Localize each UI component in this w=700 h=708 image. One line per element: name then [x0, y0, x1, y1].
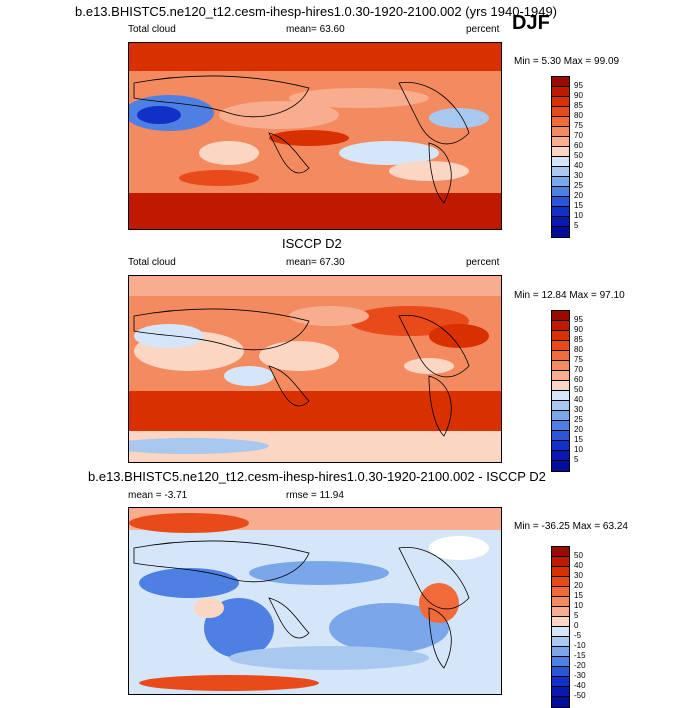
- panel3-mean: mean = -3.71: [128, 490, 188, 501]
- panel1-tick: 75: [574, 121, 583, 130]
- panel2-variable: Total cloud: [128, 257, 176, 268]
- panel3-tick: 0: [574, 621, 579, 630]
- panel3-tick: -15: [574, 651, 586, 660]
- panel3-minmax: Min = -36.25 Max = 63.24: [514, 521, 628, 532]
- panel2-minmax: Min = 12.84 Max = 97.10: [514, 290, 625, 301]
- panel3-tick: -5: [574, 631, 582, 640]
- panel1-tick: 85: [574, 101, 583, 110]
- panel2-tick: 70: [574, 365, 583, 374]
- panel1-tick: 25: [574, 181, 583, 190]
- panel3-tick: -30: [574, 671, 586, 680]
- panel1-tick: 90: [574, 91, 583, 100]
- panel1-tick: 70: [574, 131, 583, 140]
- panel2-map: [128, 275, 502, 463]
- panel1-colorbar: [551, 76, 570, 238]
- panel3-tick: 15: [574, 591, 583, 600]
- panel3-tick: -10: [574, 641, 586, 650]
- panel2-tick: 20: [574, 425, 583, 434]
- panel3-tick: -50: [574, 691, 586, 700]
- panel3-tick: 10: [574, 601, 583, 610]
- panel2-tick: 90: [574, 325, 583, 334]
- panel3-tick: 30: [574, 571, 583, 580]
- panel2-tick: 10: [574, 445, 583, 454]
- panel1-tick: 95: [574, 81, 583, 90]
- season-label: DJF: [512, 12, 550, 34]
- panel3-tick: -40: [574, 681, 586, 690]
- panel1-tick: 60: [574, 141, 583, 150]
- panel2-colorbar: [551, 310, 570, 472]
- panel1-variable: Total cloud: [128, 24, 176, 35]
- panel3-tick: 5: [574, 611, 579, 620]
- panel1-tick: 80: [574, 111, 583, 120]
- panel3-rmse: rmse = 11.94: [286, 490, 344, 501]
- panel2-tick: 80: [574, 345, 583, 354]
- panel2-tick: 50: [574, 385, 583, 394]
- panel3-map: [128, 507, 502, 695]
- panel2-tick: 30: [574, 405, 583, 414]
- panel2-units: percent: [466, 257, 500, 268]
- panel2-title: ISCCP D2: [282, 236, 342, 251]
- panel3-tick: -20: [574, 661, 586, 670]
- panel1-tick: 50: [574, 151, 583, 160]
- panel2-tick: 75: [574, 355, 583, 364]
- panel1-tick: 5: [574, 221, 579, 230]
- panel2-tick: 40: [574, 395, 583, 404]
- panel3-tick: 20: [574, 581, 583, 590]
- panel1-tick: 20: [574, 191, 583, 200]
- panel1-tick: 15: [574, 201, 583, 210]
- panel2-tick: 5: [574, 455, 579, 464]
- panel1-units: percent: [466, 24, 500, 35]
- panel2-mean: mean= 67.30: [286, 257, 345, 268]
- panel2-tick: 85: [574, 335, 583, 344]
- panel2-tick: 60: [574, 375, 583, 384]
- panel1-tick: 40: [574, 161, 583, 170]
- panel3-title: b.e13.BHISTC5.ne120_t12.cesm-ihesp-hires…: [88, 469, 546, 484]
- panel3-tick: 40: [574, 561, 583, 570]
- panel2-tick: 25: [574, 415, 583, 424]
- panel1-mean: mean= 63.60: [286, 24, 345, 35]
- panel3-tick: 50: [574, 551, 583, 560]
- panel1-tick: 30: [574, 171, 583, 180]
- panel3-colorbar: [551, 546, 570, 708]
- panel1-tick: 10: [574, 211, 583, 220]
- panel2-tick: 15: [574, 435, 583, 444]
- panel2-tick: 95: [574, 315, 583, 324]
- panel1-map: [128, 42, 502, 230]
- panel1-minmax: Min = 5.30 Max = 99.09: [514, 56, 620, 67]
- panel1-title: b.e13.BHISTC5.ne120_t12.cesm-ihesp-hires…: [75, 4, 558, 19]
